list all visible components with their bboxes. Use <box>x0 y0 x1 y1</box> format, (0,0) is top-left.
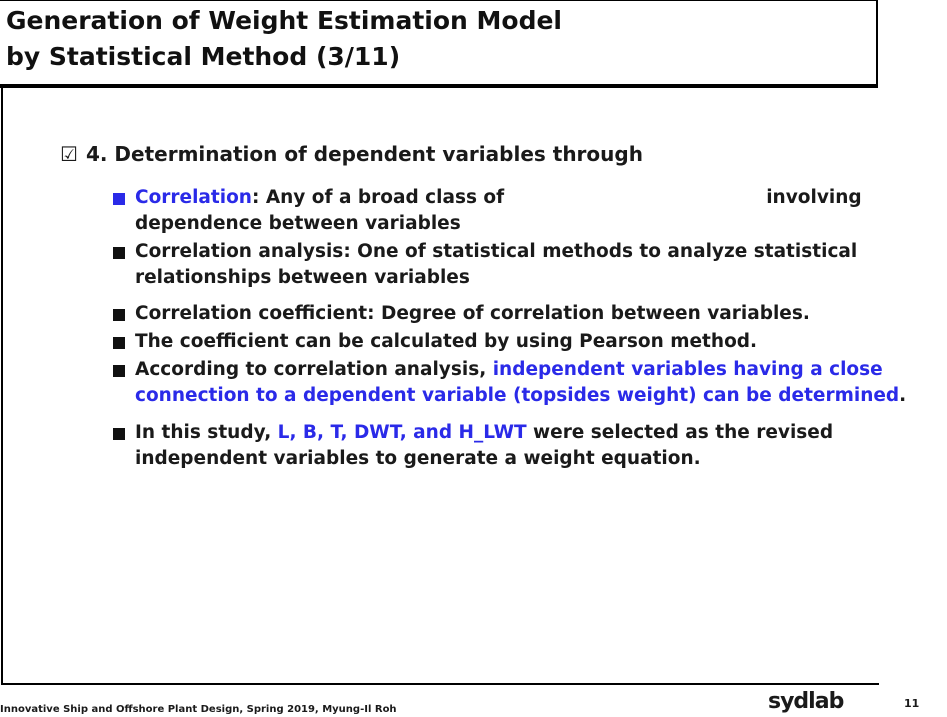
segment: According to correlation analysis, <box>135 359 493 380</box>
bullet: Correlation analysis: One of statistical… <box>113 239 915 291</box>
segment: L, B, T, DWT, and H_LWT <box>277 422 527 443</box>
title-line: by Statistical Method (3/11) <box>6 42 401 71</box>
footer-course: Innovative Ship and Offshore Plant Desig… <box>0 704 397 715</box>
segment: were selected as the revised independent… <box>135 422 834 469</box>
slide-body <box>1 88 879 685</box>
segment: independent variables having a close con… <box>135 359 900 406</box>
bullet: Correlation coefficient: Degree of corre… <box>113 301 915 327</box>
bullet-list: Correlation: Any of a broad class of invo… <box>113 185 915 474</box>
title-line: Generation of Weight Estimation Model <box>6 6 563 35</box>
segment: Correlation coefficient: Degree of corre… <box>135 303 810 324</box>
heading: 4. Determination of dependent variables … <box>60 142 643 166</box>
segment: The coefficient can be calculated by usi… <box>135 331 758 352</box>
segment: Correlation analysis: One of statistical… <box>135 241 858 288</box>
segment: . <box>899 385 907 406</box>
segment: dependence between variables <box>135 213 461 234</box>
title-box: Generation of Weight Estimation Model by… <box>0 0 878 88</box>
bullet: The coefficient can be calculated by usi… <box>113 329 915 355</box>
logo: sydlab <box>768 689 844 714</box>
segment: Correlation <box>135 187 252 208</box>
segment: involving <box>766 187 862 208</box>
bullet: Correlation: Any of a broad class of invo… <box>113 185 915 237</box>
bullet: According to correlation analysis, indep… <box>113 357 915 409</box>
bullet: In this study, L, B, T, DWT, and H_LWT w… <box>113 420 915 472</box>
segment: : Any of a broad class of <box>251 187 505 208</box>
page-number: 11 <box>904 697 920 710</box>
segment: In this study, <box>135 422 278 443</box>
